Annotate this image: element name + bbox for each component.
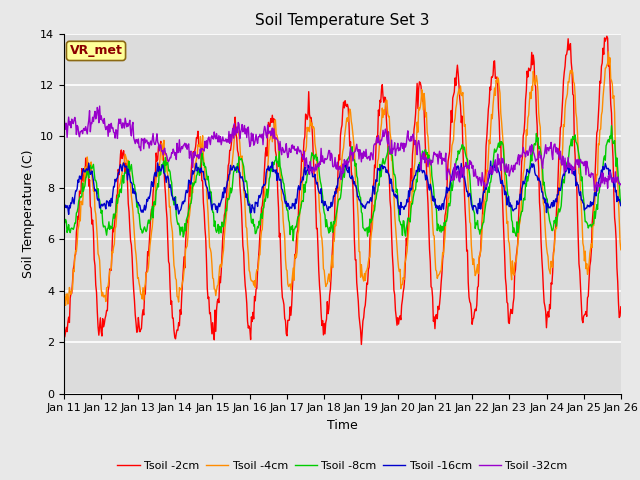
Tsoil -32cm xyxy=(617,181,625,187)
Line: Tsoil -32cm: Tsoil -32cm xyxy=(64,106,621,191)
Tsoil -32cm xyxy=(185,141,193,147)
Tsoil -32cm xyxy=(214,139,222,145)
Tsoil -2cm xyxy=(603,33,611,39)
Tsoil -4cm xyxy=(605,49,612,55)
Tsoil -4cm xyxy=(71,253,79,259)
Tsoil -8cm xyxy=(428,157,435,163)
Tsoil -8cm xyxy=(60,220,68,226)
Tsoil -8cm xyxy=(184,212,192,218)
Text: VR_met: VR_met xyxy=(70,44,122,58)
Tsoil -16cm xyxy=(70,201,78,207)
Tsoil -8cm xyxy=(127,162,135,168)
Tsoil -32cm xyxy=(128,123,136,129)
Tsoil -16cm xyxy=(411,173,419,179)
Tsoil -2cm xyxy=(214,299,221,304)
Tsoil -16cm xyxy=(487,158,495,164)
Tsoil -4cm xyxy=(617,247,625,252)
Tsoil -32cm xyxy=(60,116,68,121)
Title: Soil Temperature Set 3: Soil Temperature Set 3 xyxy=(255,13,429,28)
Tsoil -4cm xyxy=(61,302,69,308)
Line: Tsoil -4cm: Tsoil -4cm xyxy=(64,52,621,305)
Tsoil -16cm xyxy=(396,212,404,217)
Tsoil -32cm xyxy=(594,188,602,194)
Y-axis label: Soil Temperature (C): Soil Temperature (C) xyxy=(22,149,35,278)
Tsoil -8cm xyxy=(607,123,615,129)
Tsoil -8cm xyxy=(289,238,297,244)
Tsoil -2cm xyxy=(428,284,435,289)
Tsoil -2cm xyxy=(358,342,365,348)
Tsoil -4cm xyxy=(214,282,222,288)
X-axis label: Time: Time xyxy=(327,419,358,432)
Tsoil -4cm xyxy=(411,160,419,166)
Tsoil -8cm xyxy=(214,227,221,233)
Tsoil -4cm xyxy=(428,195,435,201)
Line: Tsoil -2cm: Tsoil -2cm xyxy=(64,36,621,345)
Tsoil -2cm xyxy=(60,321,68,326)
Tsoil -8cm xyxy=(411,188,419,193)
Tsoil -2cm xyxy=(184,219,192,225)
Tsoil -16cm xyxy=(428,185,435,191)
Tsoil -4cm xyxy=(60,293,68,299)
Tsoil -8cm xyxy=(617,202,625,208)
Tsoil -16cm xyxy=(184,189,192,194)
Line: Tsoil -8cm: Tsoil -8cm xyxy=(64,126,621,241)
Tsoil -16cm xyxy=(60,199,68,204)
Tsoil -2cm xyxy=(127,242,135,248)
Tsoil -32cm xyxy=(96,103,104,109)
Tsoil -16cm xyxy=(214,210,221,216)
Tsoil -32cm xyxy=(411,142,419,147)
Tsoil -32cm xyxy=(70,117,78,123)
Tsoil -4cm xyxy=(128,200,136,206)
Tsoil -4cm xyxy=(185,217,193,223)
Tsoil -16cm xyxy=(127,180,135,185)
Tsoil -2cm xyxy=(617,304,625,310)
Tsoil -8cm xyxy=(70,224,78,230)
Legend: Tsoil -2cm, Tsoil -4cm, Tsoil -8cm, Tsoil -16cm, Tsoil -32cm: Tsoil -2cm, Tsoil -4cm, Tsoil -8cm, Tsoi… xyxy=(113,457,572,476)
Tsoil -2cm xyxy=(70,262,78,268)
Tsoil -32cm xyxy=(428,162,435,168)
Tsoil -16cm xyxy=(617,203,625,208)
Tsoil -2cm xyxy=(411,120,419,126)
Line: Tsoil -16cm: Tsoil -16cm xyxy=(64,161,621,215)
